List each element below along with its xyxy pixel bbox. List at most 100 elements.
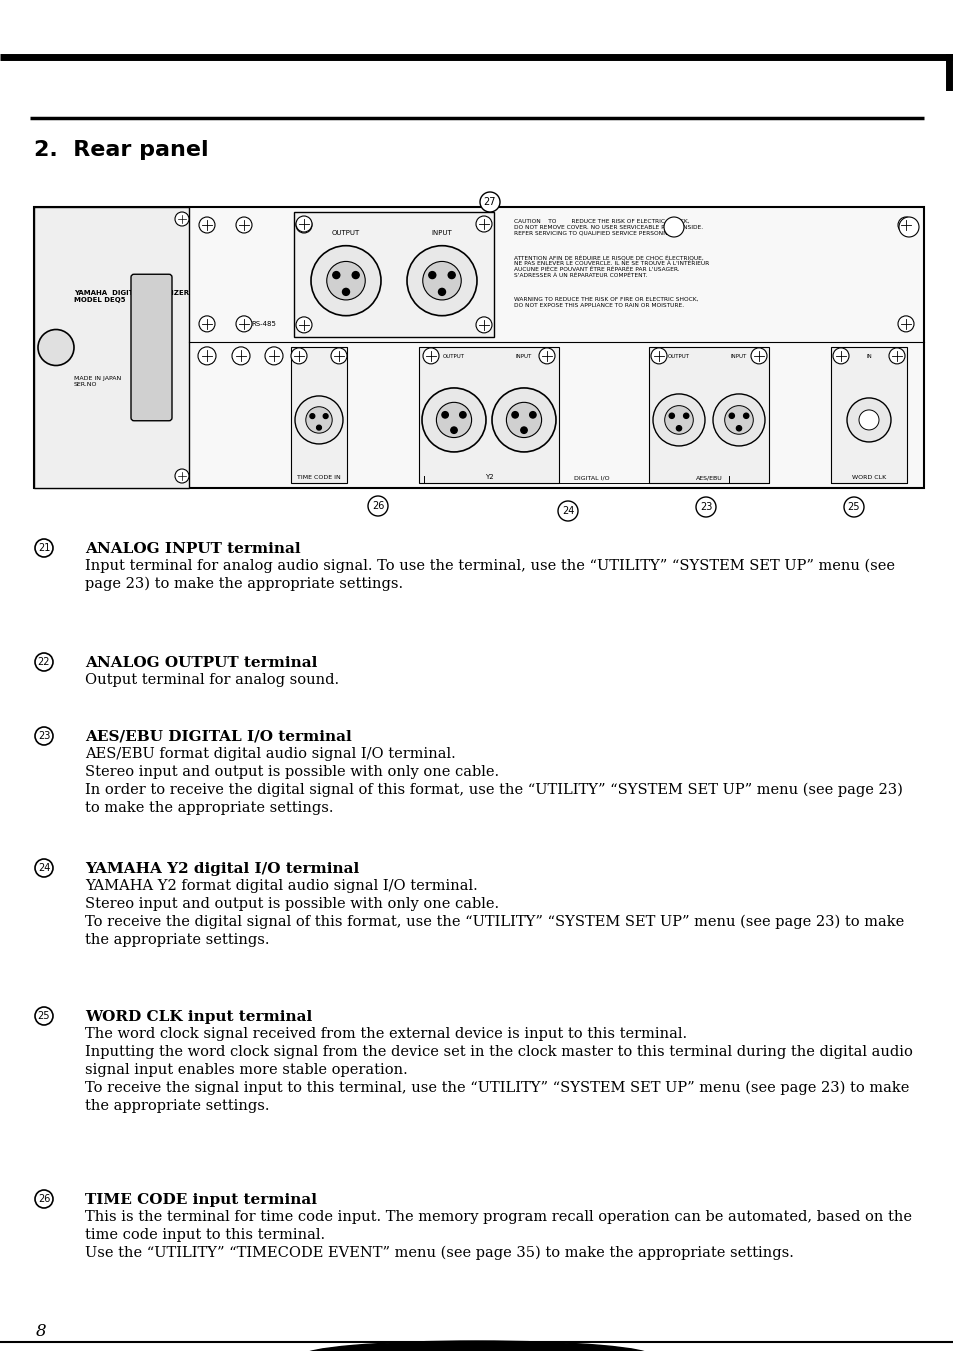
Text: 26: 26 <box>38 1194 51 1204</box>
Text: DIGITAL I/O: DIGITAL I/O <box>573 476 609 480</box>
Circle shape <box>422 347 438 363</box>
Circle shape <box>652 394 704 446</box>
Text: OUTPUT: OUTPUT <box>667 354 689 359</box>
Text: RS-485: RS-485 <box>252 322 276 327</box>
Text: ATTENTION AFIN DE RÉDUIRE LE RISQUE DE CHOC ÉLECTRIQUE,
NE PAS ENLEVER LE COUVER: ATTENTION AFIN DE RÉDUIRE LE RISQUE DE C… <box>514 255 708 284</box>
Text: 8: 8 <box>36 1323 47 1340</box>
Circle shape <box>311 246 380 316</box>
Circle shape <box>35 859 53 877</box>
Circle shape <box>407 246 476 316</box>
Circle shape <box>476 216 492 232</box>
Text: 27: 27 <box>482 195 497 204</box>
Circle shape <box>436 403 471 438</box>
Text: The word clock signal received from the external device is input to this termina: The word clock signal received from the … <box>85 1027 686 1042</box>
Circle shape <box>529 412 536 417</box>
Text: 23: 23 <box>700 503 712 512</box>
Circle shape <box>331 347 347 363</box>
Text: TIME CODE IN: TIME CODE IN <box>296 476 340 480</box>
Text: In order to receive the digital signal of this format, use the “UTILITY” “SYSTEM: In order to receive the digital signal o… <box>85 784 902 797</box>
Circle shape <box>520 427 527 434</box>
Text: IN: IN <box>865 354 871 359</box>
Bar <box>34 207 923 488</box>
Circle shape <box>479 192 499 212</box>
Text: Stereo input and output is possible with only one cable.: Stereo input and output is possible with… <box>85 765 498 780</box>
Text: Use the “UTILITY” “TIMECODE EVENT” menu (see page 35) to make the appropriate se: Use the “UTILITY” “TIMECODE EVENT” menu … <box>85 1246 793 1260</box>
Circle shape <box>832 347 848 363</box>
Text: 24: 24 <box>561 507 574 516</box>
Circle shape <box>295 218 312 232</box>
Text: 25: 25 <box>38 1011 51 1021</box>
Circle shape <box>35 653 53 671</box>
Text: 25: 25 <box>847 503 860 512</box>
Circle shape <box>368 496 388 516</box>
Text: To receive the digital signal of this format, use the “UTILITY” “SYSTEM SET UP” : To receive the digital signal of this fo… <box>85 915 903 929</box>
Circle shape <box>232 347 250 365</box>
FancyBboxPatch shape <box>131 274 172 420</box>
Circle shape <box>333 272 339 278</box>
Circle shape <box>352 272 359 278</box>
Circle shape <box>35 1006 53 1025</box>
Text: ANALOG INPUT terminal: ANALOG INPUT terminal <box>85 542 300 557</box>
Text: 21: 21 <box>38 543 51 553</box>
Circle shape <box>728 413 734 419</box>
Text: Input terminal for analog audio signal. To use the terminal, use the “UTILITY” “: Input terminal for analog audio signal. … <box>85 559 894 573</box>
Circle shape <box>342 288 349 296</box>
Circle shape <box>295 317 312 332</box>
Circle shape <box>448 272 455 278</box>
Text: 24: 24 <box>38 863 51 873</box>
Text: Output terminal for analog sound.: Output terminal for analog sound. <box>85 673 338 688</box>
Circle shape <box>174 469 189 484</box>
Text: 2.  Rear panel: 2. Rear panel <box>34 141 209 159</box>
Text: YAMAHA Y2 format digital audio signal I/O terminal.: YAMAHA Y2 format digital audio signal I/… <box>85 880 477 893</box>
Text: Stereo input and output is possible with only one cable.: Stereo input and output is possible with… <box>85 897 498 911</box>
Circle shape <box>294 396 343 444</box>
Circle shape <box>265 347 283 365</box>
Text: OUTPUT: OUTPUT <box>332 230 359 236</box>
Circle shape <box>323 413 328 419</box>
Text: Y2: Y2 <box>484 474 493 480</box>
Text: Inputting the word clock signal from the device set in the clock master to this : Inputting the word clock signal from the… <box>85 1046 912 1059</box>
Text: 22: 22 <box>38 657 51 667</box>
Circle shape <box>897 316 913 332</box>
Bar <box>830 347 906 484</box>
Circle shape <box>858 409 878 430</box>
Text: YAMAHA  DIGITAL EQUALIZER
MODEL DEQ5: YAMAHA DIGITAL EQUALIZER MODEL DEQ5 <box>74 290 189 304</box>
Text: 23: 23 <box>38 731 51 740</box>
Text: AES/EBU format digital audio signal I/O terminal.: AES/EBU format digital audio signal I/O … <box>85 747 456 761</box>
Circle shape <box>198 347 215 365</box>
Circle shape <box>422 262 460 300</box>
Text: INPUT: INPUT <box>730 354 746 359</box>
Circle shape <box>650 347 666 363</box>
Circle shape <box>35 1190 53 1208</box>
Circle shape <box>35 727 53 744</box>
Circle shape <box>683 413 688 419</box>
Circle shape <box>291 347 307 363</box>
Text: signal input enables more stable operation.: signal input enables more stable operati… <box>85 1063 407 1077</box>
Circle shape <box>506 403 541 438</box>
Circle shape <box>724 405 753 434</box>
Circle shape <box>897 218 913 232</box>
Text: INPUT: INPUT <box>431 230 452 236</box>
Circle shape <box>35 539 53 557</box>
Circle shape <box>664 405 693 434</box>
Text: AES/EBU DIGITAL I/O terminal: AES/EBU DIGITAL I/O terminal <box>85 730 352 744</box>
Circle shape <box>676 426 680 431</box>
Text: the appropriate settings.: the appropriate settings. <box>85 934 269 947</box>
Text: WORD CLK: WORD CLK <box>851 476 885 480</box>
Text: 26: 26 <box>372 501 384 511</box>
Circle shape <box>451 427 456 434</box>
Circle shape <box>538 347 555 363</box>
Circle shape <box>843 497 863 517</box>
Text: OUTPUT: OUTPUT <box>442 354 464 359</box>
Bar <box>648 347 768 484</box>
Circle shape <box>888 347 904 363</box>
Text: CAUTION    TO        REDUCE THE RISK OF ELECTRIC SHOCK,
DO NOT REMOVE COVER. NO : CAUTION TO REDUCE THE RISK OF ELECTRIC S… <box>514 219 702 242</box>
Circle shape <box>199 316 214 332</box>
Circle shape <box>327 262 365 300</box>
Circle shape <box>428 272 436 278</box>
Circle shape <box>696 497 716 517</box>
Circle shape <box>492 388 556 453</box>
Circle shape <box>512 412 517 417</box>
Text: INPUT: INPUT <box>516 354 532 359</box>
Circle shape <box>558 501 578 521</box>
